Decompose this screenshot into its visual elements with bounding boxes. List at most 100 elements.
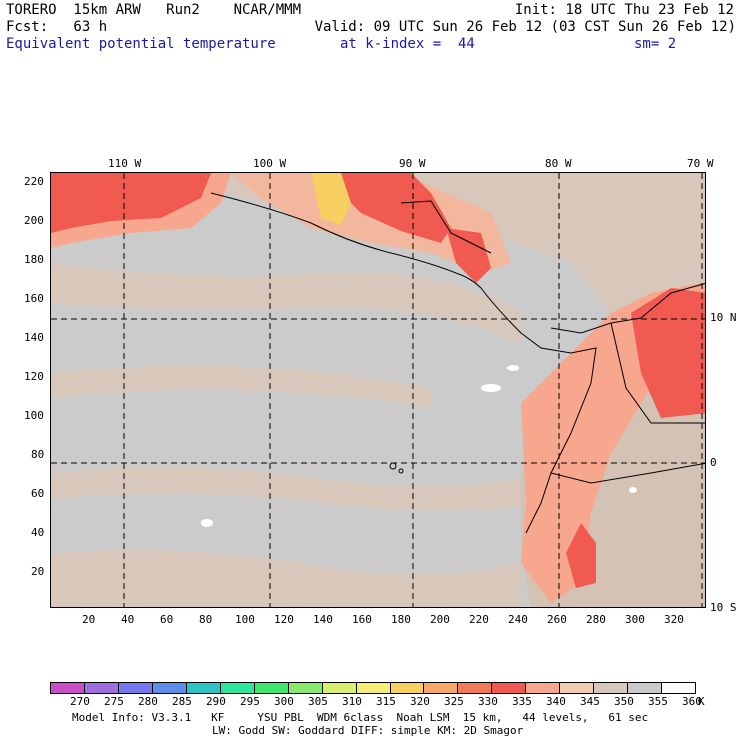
- color-swatch: [51, 683, 85, 693]
- x-tick-label: 160: [352, 613, 372, 626]
- y-tick-label: 140: [24, 331, 44, 344]
- lon-label: 80 W: [545, 157, 572, 170]
- colorbar-label: 310: [342, 695, 362, 708]
- color-swatch: [662, 683, 696, 693]
- color-swatch: [628, 683, 663, 693]
- color-swatch: [594, 683, 629, 693]
- colorbar-label: 315: [376, 695, 396, 708]
- colorbar-label: 350: [614, 695, 634, 708]
- coastline: [525, 347, 597, 534]
- colorbar-label: 345: [580, 695, 600, 708]
- smoothing-value: sm= 2: [634, 36, 677, 52]
- physics-info: LW: Godd SW: Goddard DIFF: simple KM: 2D…: [212, 724, 524, 737]
- warm-zone: [231, 173, 511, 273]
- x-tick-label: 20: [82, 613, 96, 626]
- x-tick-label: 200: [430, 613, 450, 626]
- colorbar-unit: K: [698, 695, 705, 708]
- y-tick-label: 120: [24, 370, 44, 383]
- y-tick-label: 60: [31, 487, 45, 500]
- model-info: Model Info: V3.3.1 KF YSU PBL WDM 6class…: [72, 711, 649, 724]
- color-swatch: [560, 683, 595, 693]
- lon-label: 90 W: [399, 157, 426, 170]
- lon-label: 100 W: [253, 157, 287, 170]
- colorbar-label: 325: [444, 695, 464, 708]
- lon-label: 110 W: [108, 157, 142, 170]
- theta-e-map: [50, 172, 706, 608]
- lat-label: 10 N: [710, 311, 737, 324]
- low-patch: [201, 519, 213, 527]
- y-tick-label: 20: [31, 565, 45, 578]
- y-tick-label: 160: [24, 292, 44, 305]
- color-swatch: [526, 683, 561, 693]
- border-line: [550, 462, 705, 484]
- color-swatch: [254, 683, 289, 693]
- y-tick-label: 180: [24, 253, 44, 266]
- lat-label: 0: [710, 456, 717, 469]
- border-line: [610, 322, 705, 424]
- colorbar-label: 335: [512, 695, 532, 708]
- island: [398, 468, 404, 474]
- y-tick-label: 100: [24, 409, 44, 422]
- x-tick-label: 40: [121, 613, 135, 626]
- coastline: [550, 283, 705, 334]
- color-swatch: [322, 683, 357, 693]
- x-tick-label: 140: [313, 613, 333, 626]
- colorbar-label: 300: [274, 695, 294, 708]
- color-swatch: [220, 683, 255, 693]
- x-tick-label: 100: [235, 613, 255, 626]
- coastline: [400, 200, 492, 254]
- x-tick-label: 80: [199, 613, 213, 626]
- level-index: at k-index = 44: [340, 36, 475, 52]
- field-name: Equivalent potential temperature: [6, 36, 276, 52]
- low-patch: [629, 487, 637, 493]
- lat-label: 10 S: [710, 601, 737, 614]
- coastline: [210, 192, 572, 354]
- color-swatch: [152, 683, 187, 693]
- peak-zone: [311, 173, 351, 225]
- x-tick-label: 260: [547, 613, 567, 626]
- color-swatch: [288, 683, 323, 693]
- tan-band: [51, 173, 705, 373]
- colorbar-label: 330: [478, 695, 498, 708]
- hot-zone: [321, 173, 451, 243]
- color-swatch: [118, 683, 153, 693]
- x-tick-label: 320: [664, 613, 684, 626]
- x-tick-label: 180: [391, 613, 411, 626]
- tan-band: [51, 550, 521, 607]
- tan-band: [51, 263, 521, 343]
- colorbar-label: 270: [70, 695, 90, 708]
- colorbar-label: 320: [410, 695, 430, 708]
- init-time: Init: 18 UTC Thu 23 Feb 12: [514, 2, 734, 18]
- color-swatch: [390, 683, 425, 693]
- color-scale-bar: [50, 682, 696, 694]
- x-tick-label: 300: [625, 613, 645, 626]
- x-tick-label: 280: [586, 613, 606, 626]
- y-tick-label: 200: [24, 214, 44, 227]
- valid-time: Valid: 09 UTC Sun 26 Feb 12 (03 CST Sun …: [314, 19, 736, 35]
- hot-zone: [446, 228, 491, 283]
- x-tick-label: 240: [508, 613, 528, 626]
- color-swatch: [186, 683, 221, 693]
- colorbar-label: 355: [648, 695, 668, 708]
- color-swatch: [356, 683, 391, 693]
- low-patch: [481, 384, 501, 392]
- y-tick-label: 40: [31, 526, 45, 539]
- colorbar-label: 290: [206, 695, 226, 708]
- colorbar-label: 285: [172, 695, 192, 708]
- y-tick-label: 220: [24, 175, 44, 188]
- colorbar-label: 275: [104, 695, 124, 708]
- low-patch: [507, 365, 519, 371]
- x-tick-label: 220: [469, 613, 489, 626]
- color-swatch: [424, 683, 459, 693]
- colorbar-label: 280: [138, 695, 158, 708]
- colorbar-label: 360: [682, 695, 702, 708]
- colorbar-label: 305: [308, 695, 328, 708]
- tan-band: [51, 467, 551, 511]
- lon-label: 70 W: [687, 157, 714, 170]
- model-run-title: TORERO 15km ARW Run2 NCAR/MMM: [6, 2, 302, 18]
- tan-band: [51, 365, 431, 408]
- forecast-hour: Fcst: 63 h: [6, 19, 108, 35]
- hot-zone: [566, 523, 596, 588]
- hot-zone: [631, 288, 705, 418]
- color-swatch: [492, 683, 527, 693]
